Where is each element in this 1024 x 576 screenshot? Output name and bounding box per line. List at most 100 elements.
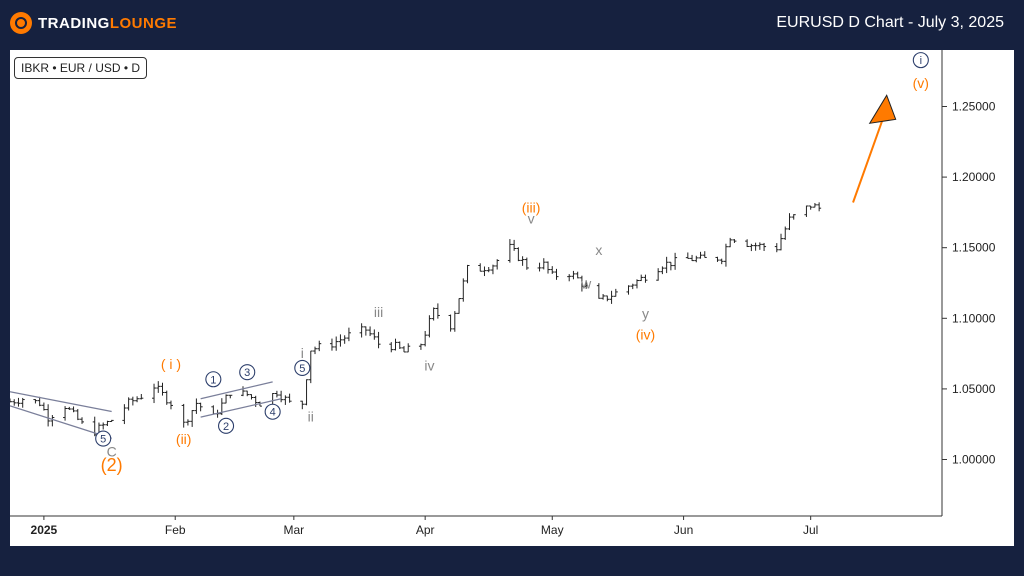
ohlc-bar (130, 396, 135, 406)
ohlc-bar (435, 303, 440, 319)
wave-label: w (580, 276, 592, 292)
ohlc-bar (308, 350, 313, 384)
ohlc-bar (605, 295, 610, 302)
ohlc-bar (634, 279, 639, 289)
ohlc-bar (363, 326, 368, 336)
ohlc-bar (516, 247, 521, 262)
ohlc-bar (342, 335, 347, 344)
channel-line (9, 391, 112, 413)
ohlc-bar (423, 330, 428, 347)
time-tick-label: Jul (803, 523, 818, 537)
ohlc-bar (181, 403, 186, 428)
price-tick-label: 1.00000 (952, 453, 996, 467)
ohlc-bar (401, 346, 406, 353)
ohlc-bar (575, 271, 580, 279)
ohlc-bar (817, 202, 822, 212)
price-tick-label: 1.05000 (952, 382, 996, 396)
ohlc-bar (507, 239, 512, 263)
ohlc-bar (465, 264, 470, 284)
logo-icon (10, 12, 32, 34)
time-tick-label: Mar (284, 523, 305, 537)
ohlc-bar (613, 288, 618, 297)
ohlc-bar (126, 397, 131, 411)
ohlc-bar (524, 257, 529, 270)
ohlc-bar (198, 402, 203, 412)
ohlc-bar (660, 266, 665, 275)
ohlc-bar (774, 243, 779, 253)
tradinglounge-logo: TRADINGLOUNGE (10, 12, 177, 34)
ohlc-bar (372, 329, 377, 340)
ohlc-bar (690, 254, 695, 262)
ohlc-bar (461, 278, 466, 302)
ohlc-bar (135, 396, 140, 403)
wave-label: C (107, 444, 117, 460)
price-tick-label: 1.25000 (952, 99, 996, 113)
wave-label: 4 (270, 407, 276, 419)
wave-label: (2) (101, 455, 123, 475)
ohlc-bar (346, 327, 351, 342)
time-tick-label: Apr (416, 523, 435, 537)
ohlc-bar (673, 252, 678, 270)
ohlc-bar (656, 268, 661, 281)
ohlc-bar (122, 404, 127, 425)
wave-label: x (595, 242, 602, 258)
wave-label: iv (424, 358, 434, 374)
ohlc-bar (249, 394, 254, 400)
ohlc-bar (329, 338, 334, 351)
ohlc-bar (105, 420, 110, 427)
ohlc-bar (478, 263, 483, 272)
ohlc-bar (482, 266, 487, 277)
wave-label: (v) (913, 75, 929, 91)
ohlc-bar (279, 390, 284, 403)
ohlc-bar (715, 256, 720, 262)
ohlc-bar (762, 242, 767, 251)
wave-label: 5 (299, 363, 305, 375)
ohlc-bar (338, 334, 343, 347)
ohlc-bar (495, 259, 500, 270)
ohlc-bar (389, 342, 394, 353)
ohlc-bar (609, 290, 614, 304)
price-chart[interactable]: 1.00000 1.05000 1.10000 1.15000 1.20000 1.250… (8, 50, 1014, 546)
ohlc-bar (554, 268, 559, 280)
ohlc-bar (274, 390, 279, 398)
ohlc-bar (779, 233, 784, 251)
ohlc-bar (300, 400, 305, 410)
ohlc-bar (520, 256, 525, 266)
ohlc-bar (486, 267, 491, 273)
ohlc-bar (46, 404, 51, 427)
ohlc-bar (406, 343, 411, 353)
ohlc-bar (160, 382, 165, 396)
ohlc-bar (550, 266, 555, 274)
channel-line (200, 398, 282, 418)
logo-text: TRADINGLOUNGE (38, 14, 177, 32)
ohlc-bar (41, 402, 46, 411)
ohlc-bar (211, 405, 216, 415)
wave-label: 5 (100, 434, 106, 446)
ohlc-bar (283, 395, 288, 405)
ohlc-bar (241, 386, 245, 397)
ohlc-bar (452, 311, 457, 332)
ohlc-bar (228, 394, 233, 399)
ohlc-bar (67, 406, 72, 410)
price-tick-label: 1.10000 (952, 311, 996, 325)
wave-label: 2 (223, 421, 229, 433)
projection-arrow-head (868, 94, 897, 124)
wave-label-circle (294, 359, 311, 377)
channel-line (200, 381, 273, 400)
time-tick-label: Feb (165, 523, 186, 537)
ohlc-bar (224, 394, 229, 404)
wave-label: ( i ) (161, 356, 181, 372)
ohlc-bar (490, 264, 495, 275)
ohlc-bar (427, 315, 432, 338)
ohlc-bar (694, 255, 699, 263)
ohlc-bar (584, 280, 589, 289)
ohlc-bar (698, 251, 703, 259)
ohlc-bar (287, 393, 292, 403)
ohlc-bar (75, 409, 80, 421)
ohlc-bar (749, 243, 754, 252)
ohlc-bar (431, 307, 436, 321)
ohlc-bar (567, 274, 572, 282)
ohlc-bar (185, 419, 190, 426)
ohlc-bar (334, 336, 339, 351)
ohlc-bar (359, 323, 364, 338)
